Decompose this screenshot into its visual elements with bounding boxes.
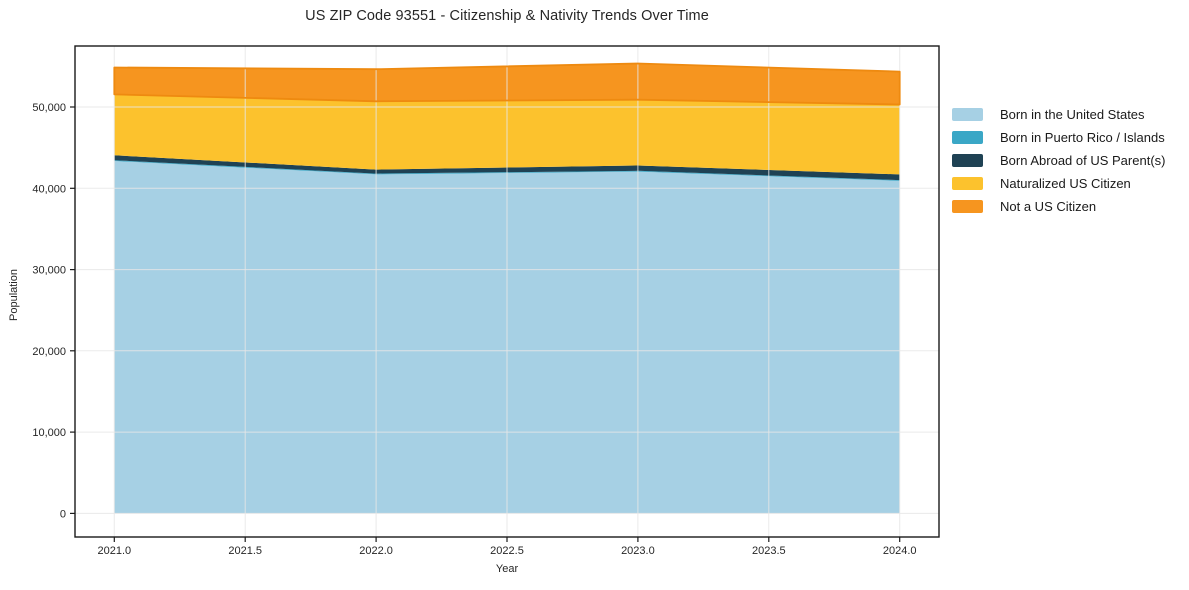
x-tick-label: 2021.0 bbox=[97, 545, 131, 557]
chart-title: US ZIP Code 93551 - Citizenship & Nativi… bbox=[305, 8, 709, 24]
legend-label: Born in the United States bbox=[1000, 107, 1145, 122]
legend: Born in the United States Born in Puerto … bbox=[952, 107, 1166, 214]
legend-swatch-born-in-puerto-rico-islands bbox=[952, 131, 983, 144]
legend-item-born-abroad-of-us-parent-s: Born Abroad of US Parent(s) bbox=[952, 153, 1166, 168]
y-tick-label: 10,000 bbox=[32, 427, 66, 439]
x-tick-label: 2022.0 bbox=[359, 545, 393, 557]
legend-swatch-born-abroad-of-us-parent-s bbox=[952, 154, 983, 167]
y-tick-label: 30,000 bbox=[32, 265, 66, 277]
y-axis-label: Population bbox=[8, 269, 20, 321]
x-tick-label: 2023.5 bbox=[752, 545, 786, 557]
x-tick-label: 2022.5 bbox=[490, 545, 524, 557]
legend-label: Born in Puerto Rico / Islands bbox=[1000, 130, 1165, 145]
y-tick-label: 0 bbox=[60, 508, 66, 520]
area-edge-not-a-us-citizen bbox=[113, 62, 901, 106]
legend-swatch-naturalized-us-citizen bbox=[952, 177, 983, 190]
legend-item-born-in-the-united-states: Born in the United States bbox=[952, 107, 1165, 122]
x-tick-label: 2024.0 bbox=[883, 545, 917, 557]
legend-label: Not a US Citizen bbox=[1000, 199, 1097, 214]
legend-swatch-not-a-us-citizen bbox=[952, 200, 983, 213]
legend-item-born-in-puerto-rico-islands: Born in Puerto Rico / Islands bbox=[952, 130, 1165, 145]
x-tick-label: 2021.5 bbox=[228, 545, 262, 557]
legend-label: Naturalized US Citizen bbox=[1000, 176, 1131, 191]
y-tick-label: 20,000 bbox=[32, 346, 66, 358]
legend-item-not-a-us-citizen: Not a US Citizen bbox=[952, 199, 1165, 214]
legend-item-naturalized-us-citizen: Naturalized US Citizen bbox=[952, 176, 1165, 191]
y-tick-label: 40,000 bbox=[32, 183, 66, 195]
x-tick-label: 2023.0 bbox=[621, 545, 655, 557]
x-axis-label: Year bbox=[495, 563, 519, 575]
legend-label: Born Abroad of US Parent(s) bbox=[1000, 153, 1166, 168]
legend-swatch-born-in-the-united-states bbox=[952, 108, 983, 121]
y-tick-label: 50,000 bbox=[32, 102, 66, 114]
